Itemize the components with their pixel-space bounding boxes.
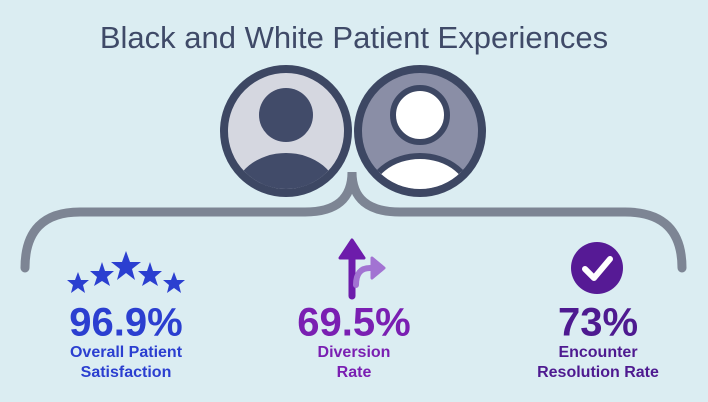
stat-label: Encounter (558, 344, 637, 361)
stat-label: Resolution Rate (537, 364, 659, 381)
stat-label: Satisfaction (81, 364, 172, 381)
stat-label: Diversion (318, 344, 391, 361)
brace (20, 171, 687, 273)
diversion-icon (338, 238, 386, 300)
check-icon (571, 242, 623, 294)
avatar-dark (220, 65, 352, 197)
avatar-light (354, 65, 486, 197)
stat-value: 96.9% (69, 301, 182, 345)
title: Black and White Patient Experiences (100, 20, 608, 55)
stat-label: Overall Patient (70, 344, 183, 361)
stat-label: Rate (337, 364, 372, 381)
stat-value: 73% (558, 301, 638, 345)
stat-value: 69.5% (297, 301, 410, 345)
stars-icon (67, 251, 185, 293)
